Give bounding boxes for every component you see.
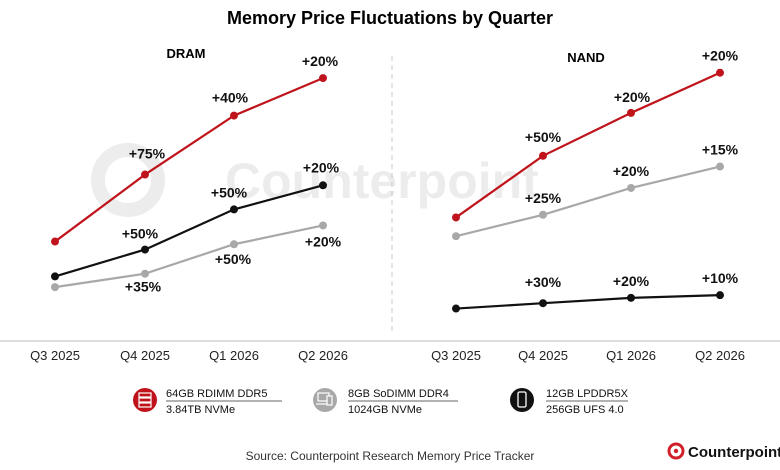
data-label: +15% <box>702 142 739 158</box>
data-label: +10% <box>702 270 739 286</box>
data-label: +40% <box>212 90 249 106</box>
series-line <box>54 184 324 278</box>
data-label: +25% <box>525 190 562 206</box>
data-label: +20% <box>614 89 651 105</box>
x-tick-label: Q1 2026 <box>606 348 656 363</box>
data-point <box>539 299 547 308</box>
chart-title: Memory Price Fluctuations by Quarter <box>227 8 553 28</box>
phone-icon <box>517 391 527 408</box>
panel-title-nand: NAND <box>567 50 605 65</box>
source-note: Source: Counterpoint Research Memory Pri… <box>246 449 535 463</box>
legend-item-3: 12GB LPDDR5X 256GB UFS 4.0 <box>510 388 629 416</box>
data-label: +30% <box>525 274 562 290</box>
data-label: +20% <box>702 48 739 64</box>
legend-line1: 12GB LPDDR5X <box>546 388 629 400</box>
watermark: Counterpoint <box>91 143 539 217</box>
data-point <box>627 183 635 192</box>
data-point <box>539 151 547 160</box>
data-point <box>452 232 460 241</box>
legend-line2: 1024GB NVMe <box>348 404 422 416</box>
legend-marker-1 <box>133 388 157 412</box>
series-line <box>54 77 324 243</box>
x-tick-label: Q4 2025 <box>120 348 170 363</box>
data-point <box>141 269 149 278</box>
data-label: +20% <box>305 233 342 249</box>
nand-panel: Q3 2025 Q4 2025 Q1 2026 Q2 2026 +50% +20% +20%… <box>431 48 745 363</box>
data-point <box>230 240 238 249</box>
series-line <box>455 165 721 238</box>
data-point <box>319 221 327 230</box>
laptop-icon <box>316 392 333 406</box>
brand-name: Counterpoint <box>688 444 780 461</box>
counterpoint-logo-icon <box>667 442 685 460</box>
panel-title-dram: DRAM <box>167 46 206 61</box>
data-label: +20% <box>302 53 339 69</box>
x-tick-label: Q1 2026 <box>209 348 259 363</box>
data-label: +20% <box>303 159 340 175</box>
x-tick-label: Q3 2025 <box>30 348 80 363</box>
data-point <box>230 205 238 214</box>
data-point <box>452 304 460 313</box>
data-point <box>716 68 724 77</box>
data-label: +35% <box>125 279 162 295</box>
data-point <box>319 181 327 190</box>
data-point <box>539 210 547 219</box>
data-label: +50% <box>211 184 248 200</box>
x-tick-label: Q2 2026 <box>298 348 348 363</box>
x-tick-label: Q3 2025 <box>431 348 481 363</box>
legend-marker-2 <box>313 388 337 412</box>
x-tick-label: Q4 2025 <box>518 348 568 363</box>
legend-item-1: 64GB RDIMM DDR5 3.84TB NVMe <box>133 388 282 416</box>
data-point <box>319 74 327 83</box>
data-point <box>141 170 149 179</box>
data-point <box>627 293 635 302</box>
data-label: +75% <box>129 146 166 162</box>
dram-panel: Q3 2025 Q4 2025 Q1 2026 Q2 2026 +75% +40% +20%… <box>30 53 348 363</box>
data-point <box>51 283 59 292</box>
data-point <box>51 237 59 246</box>
data-point <box>627 108 635 117</box>
legend-marker-3 <box>510 388 534 412</box>
data-point <box>452 213 460 222</box>
watermark-text: Counterpoint <box>225 153 539 209</box>
legend-line2: 256GB UFS 4.0 <box>546 404 624 416</box>
data-point <box>51 272 59 281</box>
x-tick-label: Q2 2026 <box>695 348 745 363</box>
data-label: +50% <box>122 226 159 242</box>
legend-line1: 64GB RDIMM DDR5 <box>166 388 267 400</box>
legend: 64GB RDIMM DDR5 3.84TB NVMe 8GB SoDIMM D… <box>133 388 629 416</box>
data-point <box>716 291 724 300</box>
brand-logo: Counterpoint <box>667 442 780 461</box>
legend-item-2: 8GB SoDIMM DDR4 1024GB NVMe <box>313 388 458 416</box>
series-line <box>54 224 324 289</box>
watermark-logo-icon <box>91 143 165 217</box>
data-label: +20% <box>613 273 650 289</box>
legend-line2: 3.84TB NVMe <box>166 404 235 416</box>
data-point <box>716 162 724 171</box>
series-line <box>455 71 721 219</box>
data-point <box>230 111 238 120</box>
server-icon <box>138 392 152 408</box>
data-point <box>141 245 149 254</box>
series-line <box>455 294 721 310</box>
legend-line1: 8GB SoDIMM DDR4 <box>348 388 449 400</box>
data-label: +20% <box>613 163 650 179</box>
data-label: +50% <box>215 251 252 267</box>
data-label: +50% <box>525 129 562 145</box>
